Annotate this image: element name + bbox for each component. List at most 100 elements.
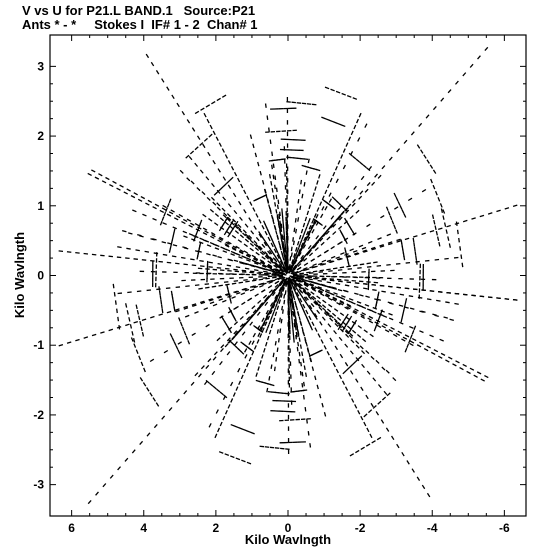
uv-point	[238, 427, 243, 430]
uv-point	[338, 240, 343, 245]
uv-point	[131, 331, 134, 336]
uv-point	[332, 296, 338, 300]
uv-point	[294, 251, 298, 257]
uv-point	[244, 233, 249, 238]
uv-point	[226, 337, 231, 342]
uv-point	[188, 233, 194, 237]
uv-point	[202, 232, 208, 236]
uv-point	[231, 282, 237, 285]
uv-point	[244, 288, 250, 292]
uv-point	[303, 230, 306, 236]
uv-point	[265, 328, 269, 333]
uv-point	[230, 166, 235, 171]
uv-point	[325, 289, 330, 292]
uv-point	[339, 302, 344, 306]
uv-point	[263, 241, 268, 247]
uv-point	[198, 241, 204, 245]
uv-point	[152, 238, 157, 241]
uv-point	[113, 292, 116, 297]
uv-point	[352, 311, 357, 315]
uv-point	[182, 230, 188, 234]
uv-point	[336, 317, 342, 321]
uv-point	[203, 137, 208, 142]
uv-point	[332, 223, 337, 228]
uv-point	[469, 367, 475, 371]
uv-point	[244, 262, 249, 266]
uv-point	[344, 306, 349, 310]
uv-point	[309, 283, 315, 286]
uv-point	[292, 237, 295, 242]
uv-point	[452, 363, 457, 367]
uv-point	[253, 262, 259, 265]
uv-point	[291, 310, 294, 316]
uv-point	[190, 180, 195, 185]
uv-point	[116, 308, 118, 314]
uv-point	[194, 311, 199, 314]
uv-point	[268, 281, 273, 284]
uv-point	[138, 355, 142, 361]
uv-point	[276, 216, 279, 221]
uv-point	[360, 175, 365, 181]
uv-point	[289, 288, 292, 293]
uv-point	[232, 245, 237, 249]
uv-point	[206, 196, 211, 201]
uv-point	[440, 352, 446, 356]
uv-point	[276, 277, 282, 280]
uv-point	[403, 255, 406, 261]
uv-point	[408, 295, 414, 298]
uv-point	[290, 270, 295, 275]
uv-point	[349, 215, 354, 220]
uv-point	[299, 289, 304, 294]
uv-point	[238, 251, 244, 255]
uv-point	[339, 312, 345, 317]
uv-point	[473, 374, 478, 378]
uv-point	[249, 288, 255, 292]
uv-point	[374, 173, 379, 178]
uv-point	[270, 305, 274, 310]
uv-point	[362, 164, 367, 169]
uv-point	[372, 310, 377, 314]
uv-point	[278, 243, 282, 249]
uv-point	[269, 207, 272, 212]
uv-point	[249, 264, 255, 267]
uv-point	[411, 468, 415, 473]
uv-point	[226, 213, 231, 218]
uv-point	[226, 264, 232, 267]
uv-point	[274, 340, 277, 346]
y-tick-label: 3	[37, 59, 44, 73]
uv-point	[262, 294, 268, 299]
uv-point	[194, 233, 198, 239]
uv-point	[319, 292, 325, 297]
uv-point	[273, 268, 278, 272]
uv-point	[476, 371, 482, 375]
uv-point	[237, 223, 242, 229]
uv-point	[335, 282, 341, 285]
uv-point	[259, 282, 265, 286]
uv-point	[200, 107, 205, 111]
uv-point	[303, 281, 309, 285]
uv-point	[322, 225, 327, 230]
uv-point	[363, 329, 368, 333]
uv-point	[277, 265, 282, 270]
uv-point	[166, 86, 170, 91]
uv-point	[379, 244, 384, 247]
uv-point	[128, 317, 131, 322]
uv-point	[186, 119, 191, 124]
uv-point	[239, 315, 244, 320]
uv-point	[310, 198, 313, 203]
uv-point	[299, 205, 302, 211]
uv-point	[190, 381, 195, 386]
uv-point	[440, 97, 445, 102]
uv-point	[168, 407, 173, 412]
uv-point	[173, 341, 177, 346]
uv-point	[243, 243, 248, 248]
uv-point	[335, 178, 339, 184]
uv-point	[339, 353, 344, 359]
uv-point	[137, 198, 143, 202]
uv-point	[255, 244, 260, 249]
uv-point	[273, 261, 278, 266]
uv-point	[301, 193, 304, 199]
uv-point	[251, 285, 257, 288]
uv-point	[138, 315, 141, 321]
uv-point	[246, 461, 252, 465]
